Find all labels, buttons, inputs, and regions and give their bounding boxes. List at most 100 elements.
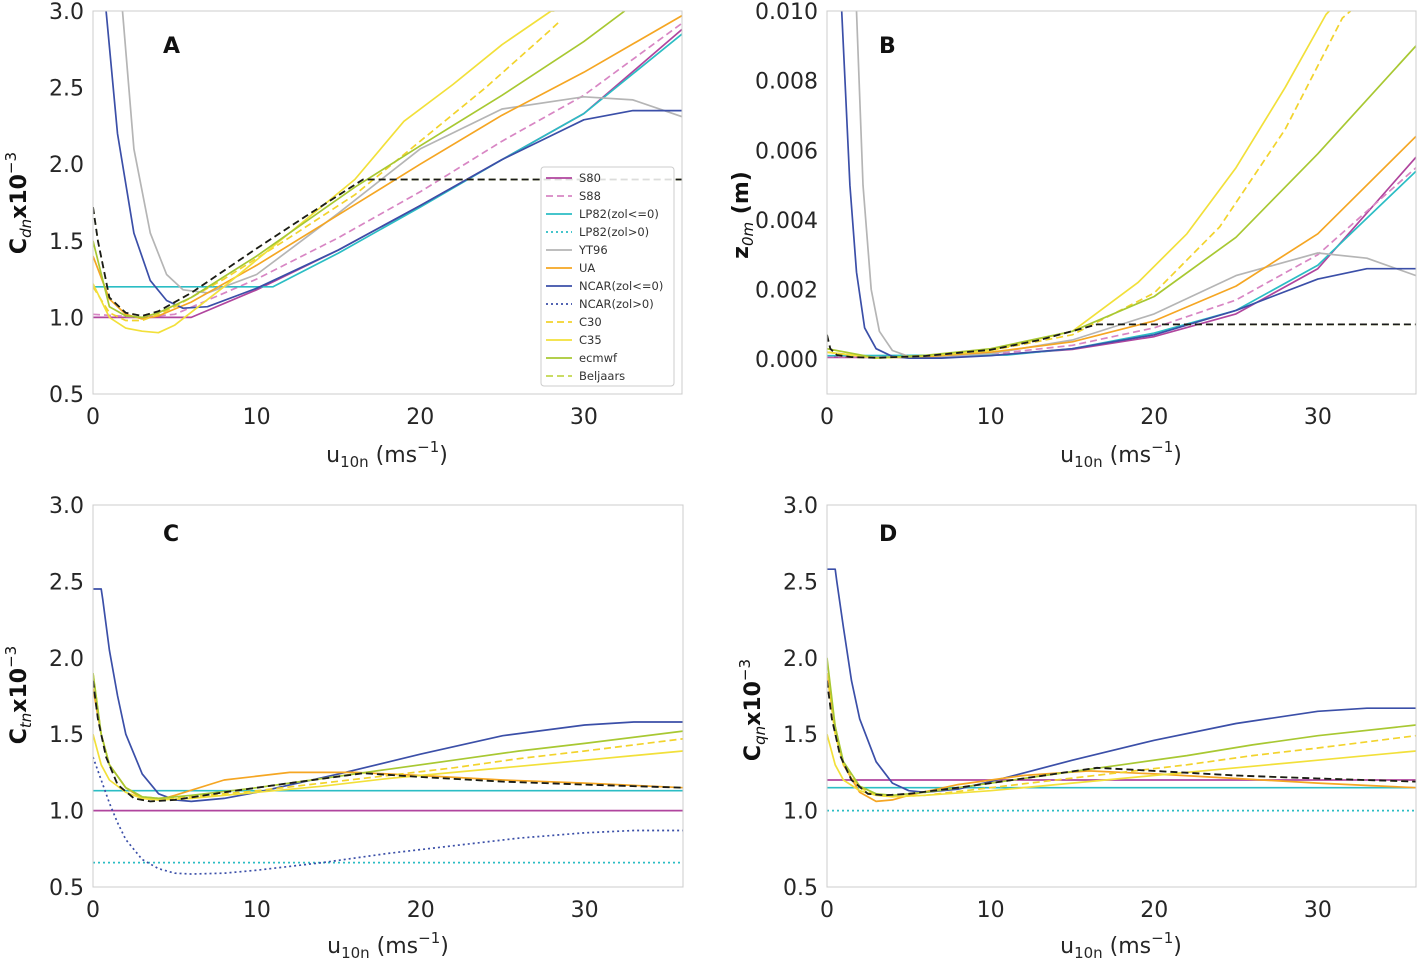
- panel-d-xtick-label: 20: [1140, 898, 1168, 923]
- panel-a-ticks: 0 10 20 30 0.5 1.0 1.5 2.0 2.5 3.0: [49, 0, 598, 430]
- panel-c-ytick-label: 2.5: [49, 570, 84, 595]
- panel-c-ylabel: Ctnx10−3: [2, 646, 35, 744]
- panel-b-ytick-label: 0.006: [755, 139, 818, 164]
- panel-c-xtick-label: 20: [407, 898, 435, 923]
- panel-a-ytick-label: 0.5: [49, 383, 84, 408]
- legend-label: C35: [579, 333, 602, 347]
- panel-c-xlabel: u10n (ms−1): [327, 929, 449, 961]
- panel-c-series: [93, 588, 683, 875]
- panel-c-xtick-label: 10: [243, 898, 271, 923]
- panel-c-xtick-label: 30: [571, 898, 599, 923]
- panel-b-ytick-label: 0.008: [755, 70, 818, 95]
- panel-c-ytick-label: 3.0: [49, 494, 84, 519]
- panel-c-series-ncar-zol-0-: [93, 756, 683, 875]
- panel-b-letter: B: [879, 34, 896, 59]
- panel-c-frame: [92, 504, 684, 888]
- panel-b-series-ecmwf: [827, 45, 1416, 359]
- panel-c-series-c30: [93, 672, 683, 800]
- panel-c-series-c35: [93, 733, 683, 801]
- legend-label: LP82(zol<=0): [579, 207, 659, 221]
- panel-d-reference-line: [827, 680, 1416, 797]
- panel-a-xlabel: u10n (ms−1): [326, 438, 448, 471]
- legend-label: UA: [579, 261, 595, 275]
- panel-c-ytick-label: 1.5: [49, 723, 84, 748]
- panel-a-series-c30: [93, 21, 560, 322]
- panel-b-series-s88: [827, 167, 1416, 359]
- panel-d-xtick-label: 0: [820, 898, 834, 923]
- legend-label: S80: [579, 171, 601, 185]
- panel-a-xtick-label: 30: [570, 405, 598, 430]
- panel-a-ylabel: Cdnx10−3: [2, 152, 35, 254]
- panel-d-series-ecmwf: [827, 657, 1416, 797]
- panel-a-reference-line: [93, 178, 682, 317]
- panel-a-series-lp82-zol-0-: [93, 33, 682, 288]
- panel-b-ytick-label: 0.000: [755, 348, 818, 373]
- panel-a-series-ecmwf: [93, 11, 626, 319]
- panel-d-ytick-label: 1.5: [783, 723, 818, 748]
- legend-box: [540, 166, 675, 387]
- legend-label: YT96: [578, 243, 608, 257]
- panel-a-frame: [92, 10, 683, 395]
- panel-a: 0 10 20 300.51.01.52.02.53.0 A u10n (ms−1) …: [2, 0, 683, 471]
- panel-a-xtick-label: 0: [86, 405, 100, 430]
- panel-d-ticks: 0 10 20 30 0.5 1.0 1.5 2.0 2.5 3.0: [783, 494, 1332, 923]
- panel-b-series-s80: [827, 156, 1416, 359]
- legend-label: Beljaars: [579, 369, 625, 383]
- panel-d-frame: [826, 504, 1417, 888]
- panel-a-letter: A: [163, 34, 180, 59]
- panel-d: 0 10 20 300.51.01.52.02.53.0 D u10n (ms−1) …: [736, 494, 1417, 961]
- panel-c-ytick-label: 2.0: [49, 647, 84, 672]
- panel-a-series: [93, 11, 682, 334]
- panel-c-ytick-label: 1.0: [49, 800, 84, 825]
- panel-b-xlabel: u10n (ms−1): [1060, 438, 1182, 471]
- panel-b-series-lp82-zol-0-: [827, 170, 1416, 357]
- panel-d-series-ua: [827, 672, 1416, 803]
- panel-d-ytick-label: 3.0: [783, 494, 818, 519]
- legend-label: C30: [579, 315, 602, 329]
- panel-b-ytick-label: 0.004: [755, 209, 818, 234]
- panel-b-series-yt96: [855, 11, 1416, 358]
- panel-d-ytick-label: 1.0: [783, 800, 818, 825]
- panel-c-series-ncar-zol-0-: [93, 588, 683, 803]
- panel-c-series-ua: [93, 688, 683, 801]
- panel-d-xtick-label: 10: [977, 898, 1005, 923]
- panel-d-series: [827, 568, 1416, 812]
- panel-c-reference-line: [93, 680, 683, 803]
- panel-d-ytick-label: 0.5: [783, 876, 818, 901]
- panel-d-series-c35: [827, 733, 1416, 798]
- panel-c-series-ecmwf: [93, 672, 683, 800]
- panel-b-xtick-label: 0: [820, 405, 834, 430]
- panel-a-series-yt96: [121, 11, 682, 294]
- panel-c: 0 10 20 300.51.01.52.02.53.0 C u10n (ms−1) …: [2, 494, 684, 961]
- panel-b-xtick-label: 30: [1304, 405, 1332, 430]
- panel-a-xtick-label: 20: [406, 405, 434, 430]
- panel-b-series: [827, 11, 1416, 359]
- panel-b-series-ncar-zol-0-: [840, 11, 1416, 359]
- panel-c-xtick-label: 0: [86, 898, 100, 923]
- panel-d-series-c30: [827, 672, 1416, 798]
- legend-label: ecmwf: [579, 351, 618, 365]
- panel-a-series-ncar-zol-0-: [105, 11, 682, 310]
- panel-b-ylabel: z0m (m): [729, 171, 757, 259]
- panel-a-ytick-label: 3.0: [49, 0, 84, 25]
- panel-a-xtick-label: 10: [243, 405, 271, 430]
- panel-a-series-ua: [93, 14, 682, 320]
- panel-c-ticks: 0 10 20 30 0.5 1.0 1.5 2.0 2.5 3.0: [49, 494, 599, 923]
- panel-d-ytick-label: 2.0: [783, 647, 818, 672]
- panel-a-ytick-label: 2.0: [49, 153, 84, 178]
- panel-b-frame: [826, 10, 1417, 395]
- legend-label: LP82(zol>0): [579, 225, 649, 239]
- panel-c-ytick-label: 0.5: [49, 876, 84, 901]
- legend-label: S88: [579, 189, 601, 203]
- panel-b-ticks: 0 10 20 30 0.000 0.002 0.004 0.006 0.008 0.010: [755, 0, 1332, 430]
- panel-b-series-c35: [827, 11, 1330, 359]
- panel-a-ytick-label: 2.5: [49, 77, 84, 102]
- panel-b-xtick-label: 20: [1140, 405, 1168, 430]
- panel-d-xtick-label: 30: [1304, 898, 1332, 923]
- panel-a-series-c35: [93, 11, 555, 334]
- panel-d-ylabel: Cqnx10−3: [736, 659, 769, 761]
- panel-b-xtick-label: 10: [977, 405, 1005, 430]
- legend-label: NCAR(zol<=0): [579, 279, 663, 293]
